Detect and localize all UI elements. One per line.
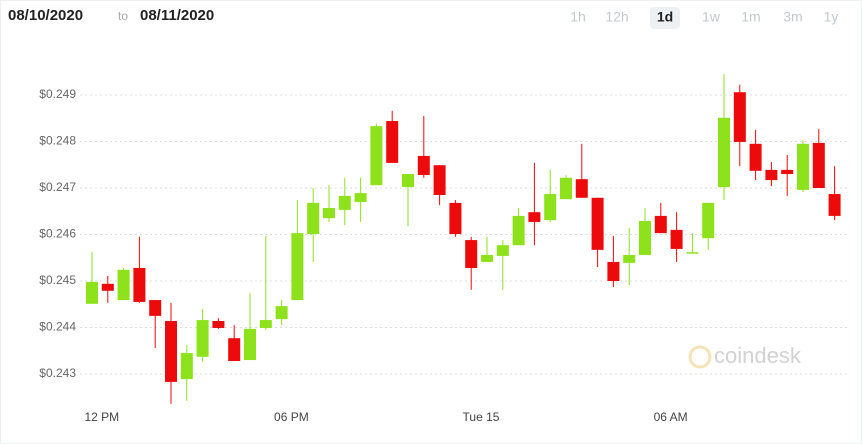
candle-body — [781, 169, 794, 175]
candle-body — [180, 353, 193, 380]
candle-body — [718, 117, 730, 188]
date-to: 08/11/2020 — [140, 7, 214, 24]
y-tick-label: $0.243 — [39, 366, 76, 380]
candle-body — [101, 283, 114, 291]
candle-body — [402, 174, 414, 188]
range-button[interactable]: 1d — [657, 9, 673, 25]
candle-body — [512, 215, 525, 246]
candle-body — [544, 194, 557, 221]
candle-body — [591, 197, 604, 250]
candle-body — [654, 215, 667, 234]
candle-body — [117, 269, 130, 301]
candle-body — [370, 126, 383, 186]
x-tick-label: 12 PM — [84, 410, 119, 424]
candle-body — [133, 267, 146, 302]
watermark-icon — [688, 345, 712, 369]
candle-body — [417, 155, 430, 175]
candle-body — [828, 194, 841, 216]
x-tick-label: 06 AM — [654, 410, 688, 424]
candle-body — [307, 202, 320, 235]
watermark-text: coindesk — [714, 343, 802, 368]
candle-body — [623, 254, 636, 263]
candle-body — [275, 306, 288, 320]
range-highlight — [650, 7, 680, 29]
range-button[interactable]: 1y — [824, 9, 839, 25]
x-tick-label: 06 PM — [274, 410, 309, 424]
candle-body — [449, 202, 462, 235]
watermark: coindesk — [688, 343, 802, 369]
candle-body — [196, 320, 209, 357]
range-button[interactable]: 12h — [605, 9, 628, 25]
candle-body — [386, 121, 399, 163]
x-tick-label: Tue 15 — [463, 410, 500, 424]
candle-body — [228, 338, 241, 361]
candle-body — [639, 221, 651, 255]
candle-body — [244, 328, 256, 361]
candle-body — [433, 165, 446, 195]
candle-body — [797, 143, 809, 190]
candle-body — [291, 233, 304, 301]
range-button[interactable]: 1m — [741, 9, 760, 25]
candle-body — [575, 179, 588, 198]
y-tick-label: $0.248 — [39, 134, 76, 148]
y-tick-label: $0.249 — [39, 87, 76, 101]
candle-body — [86, 281, 98, 304]
candle-body — [165, 320, 177, 382]
y-tick-label: $0.246 — [39, 227, 76, 241]
candle-body — [465, 240, 478, 268]
range-button[interactable]: 1h — [570, 9, 586, 25]
candle-body — [323, 207, 335, 219]
candle-body — [670, 229, 683, 249]
date-from: 08/10/2020 — [8, 7, 83, 24]
candle-body — [607, 261, 620, 281]
y-tick-label: $0.247 — [39, 180, 76, 194]
candle-body — [560, 177, 572, 200]
range-selector: 1h 12h 1d 1w 1m 3m 1y — [570, 7, 838, 29]
candle-body — [259, 320, 272, 328]
candle-body — [812, 142, 825, 188]
candle-body — [749, 143, 762, 171]
candle-body — [686, 252, 699, 254]
y-tick-label: $0.244 — [39, 320, 76, 334]
candle-body — [354, 193, 367, 202]
candle-body — [733, 92, 746, 142]
candle-body — [528, 212, 541, 222]
candle-body — [149, 300, 162, 316]
candle-body — [481, 254, 493, 262]
candle-body — [702, 202, 715, 239]
candle-body — [338, 195, 351, 210]
candle-body — [496, 245, 509, 256]
date-separator: to — [118, 9, 128, 23]
candle-body — [765, 169, 778, 181]
range-button[interactable]: 1w — [702, 9, 721, 25]
y-tick-label: $0.245 — [39, 273, 76, 287]
range-button[interactable]: 3m — [783, 9, 802, 25]
candle-body — [212, 320, 225, 328]
